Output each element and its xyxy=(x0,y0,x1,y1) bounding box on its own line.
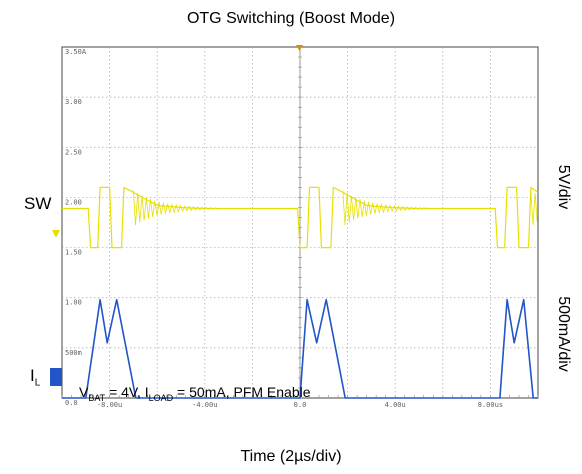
x-tick-label: 0.0 xyxy=(294,401,307,409)
chart-title: OTG Switching (Boost Mode) xyxy=(186,10,396,27)
x-tick-label: -4.00u xyxy=(192,401,217,409)
trigger-marker xyxy=(296,45,303,51)
y-tick-label: 500m xyxy=(65,349,82,357)
annot-i-sub: LOAD xyxy=(148,392,174,403)
y-tick-label: 0.0 xyxy=(65,399,78,407)
series-line-sw xyxy=(62,186,539,249)
sw-ringing xyxy=(530,190,538,226)
il-label-main: I xyxy=(30,366,35,385)
y-tick-label: 2.50 xyxy=(65,148,82,156)
y-tick-label: 2.00 xyxy=(65,198,82,206)
grid xyxy=(61,46,539,399)
sw-ground-marker xyxy=(52,230,60,238)
sw-channel-label: SW xyxy=(24,194,52,213)
x-tick-label: -8.00u xyxy=(97,401,122,409)
conditions-annotation: VBAT = 4V, ILOAD = 50mA, PFM Enable xyxy=(79,384,311,403)
il-label-sub: L xyxy=(34,377,41,389)
annot-v-sub: BAT xyxy=(88,392,106,403)
y-tick-label: 1.00 xyxy=(65,299,82,307)
sw-ringing xyxy=(133,190,220,226)
annot-v: V xyxy=(79,384,89,400)
series-traces xyxy=(62,186,539,399)
current-scale-label: 500mA/div xyxy=(555,296,572,372)
y-tick-labels: 3.50A 3.00 2.50 2.00 1.50 1.00 500m 0.0 xyxy=(65,48,87,407)
annot-rest: = 50mA, PFM Enable xyxy=(173,384,311,400)
x-axis-label: Time (2µs/div) xyxy=(240,448,342,465)
y-tick-label: 3.00 xyxy=(65,98,82,106)
x-tick-label: 8.00us xyxy=(478,401,503,409)
annot-v-text: = 4V, I xyxy=(105,384,149,400)
il-ground-marker xyxy=(50,368,62,386)
series-line-il xyxy=(62,298,538,399)
sw-ringing xyxy=(342,190,429,226)
x-tick-labels: -8.00u -4.00u 0.0 4.00u 8.00us xyxy=(97,401,503,409)
y-tick-label: 1.50 xyxy=(65,249,82,257)
voltage-scale-label: 5V/div xyxy=(555,164,572,210)
y-tick-label: 3.50A xyxy=(65,48,87,56)
x-tick-label: 4.00u xyxy=(385,401,406,409)
il-channel-label: IL xyxy=(30,366,40,388)
